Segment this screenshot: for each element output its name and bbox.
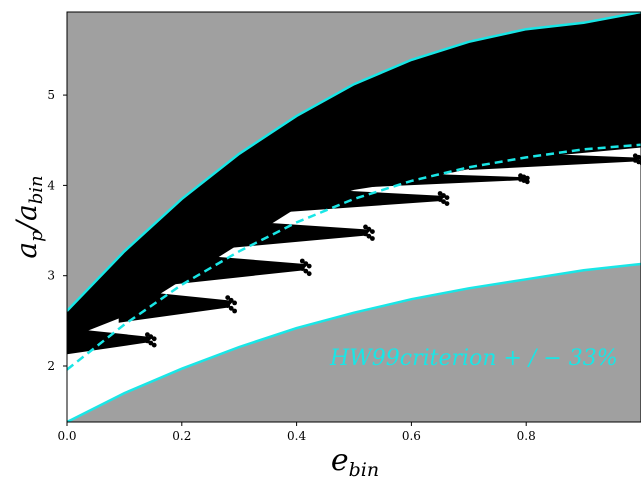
unstable-point — [366, 226, 372, 232]
unstable-point — [370, 229, 375, 235]
x-tick-label: 0.0 — [57, 429, 76, 443]
y-tick-label: 4 — [47, 178, 55, 192]
x-axis: 0.0 0.2 0.4 0.6 0.8 — [57, 422, 536, 443]
y-tick-label: 3 — [47, 269, 55, 283]
unstable-point — [299, 258, 305, 264]
unstable-finger — [222, 219, 372, 249]
y-tick-label: 5 — [47, 88, 55, 102]
unstable-point — [151, 336, 157, 342]
x-tick-label: 0.8 — [517, 429, 536, 443]
unstable-point — [151, 342, 157, 348]
unstable-point — [232, 308, 238, 314]
annotation-text: HW99criterion + / − 33% — [329, 346, 618, 371]
unstable-point — [524, 179, 530, 185]
x-tick-label: 0.2 — [172, 429, 191, 443]
y-axis: 2 3 4 5 — [47, 88, 67, 373]
unstable-point — [363, 224, 368, 230]
y-axis-label: ap/abin — [10, 175, 47, 258]
unstable-point — [370, 236, 375, 241]
unstable-point — [303, 268, 309, 274]
unstable-point — [441, 199, 446, 205]
unstable-point — [232, 300, 238, 306]
unstable-point — [363, 231, 368, 237]
unstable-point — [225, 295, 231, 300]
unstable-finger — [67, 328, 154, 355]
unstable-finger — [118, 289, 234, 323]
unstable-point — [299, 266, 305, 271]
unstable-point — [228, 297, 234, 303]
lower-bound-curve — [67, 262, 641, 422]
unstable-finger — [468, 151, 641, 170]
x-axis-label: ebin — [331, 443, 379, 478]
unstable-point — [228, 305, 234, 311]
unstable-point — [444, 201, 450, 207]
plot-frame — [66, 11, 641, 423]
lower-unstable-background — [67, 264, 641, 422]
unstable-point — [524, 175, 530, 181]
y-tick-label: 2 — [47, 359, 55, 373]
unstable-finger — [170, 253, 309, 285]
unstable-point — [306, 271, 312, 277]
unstable-finger — [279, 187, 446, 213]
x-tick-label: 0.6 — [402, 429, 421, 443]
upper-bound-curve — [67, 12, 641, 312]
plot-area — [67, 12, 641, 422]
unstable-point — [225, 303, 231, 308]
x-tick-label: 0.4 — [287, 429, 306, 443]
unstable-point — [444, 195, 450, 201]
unstable-finger — [365, 171, 527, 188]
unstable-point — [441, 193, 446, 198]
unstable-point — [306, 263, 312, 269]
unstable-point — [303, 261, 309, 266]
unstable-point — [366, 233, 372, 239]
hw99-criterion-curve — [67, 143, 641, 371]
